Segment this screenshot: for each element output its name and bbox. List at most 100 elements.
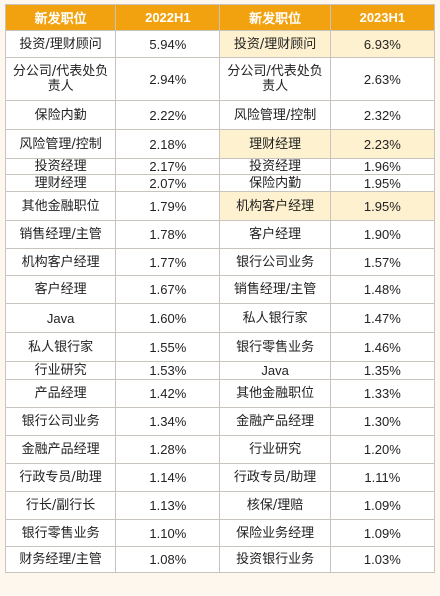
table-row: 分公司/代表处负责人 2.94% 分公司/代表处负责人 2.63% (6, 58, 435, 101)
position-2022-cell: 销售经理/主管 (6, 221, 117, 249)
value-2023-cell: 1.90% (330, 221, 435, 249)
position-2022-cell: 银行零售业务 (6, 520, 117, 547)
value-2023-cell: 1.35% (330, 362, 435, 380)
position-2023-cell: 其他金融职位 (220, 380, 331, 408)
position-2023-cell: 销售经理/主管 (220, 276, 331, 304)
position-2023-cell: 银行零售业务 (220, 333, 331, 362)
value-2022-cell: 1.67% (116, 276, 221, 304)
value-2023-cell: 2.23% (330, 130, 435, 159)
value-2023-cell: 1.30% (330, 408, 435, 436)
position-2022-cell: 私人银行家 (6, 333, 117, 362)
table-row: 风险管理/控制 2.18% 理财经理 2.23% (6, 130, 435, 159)
table-row: 财务经理/主管 1.08% 投资银行业务 1.03% (6, 547, 435, 573)
table-row: 行业研究 1.53% Java 1.35% (6, 362, 435, 380)
table-row: 销售经理/主管 1.78% 客户经理 1.90% (6, 221, 435, 249)
position-2022-cell: 行政专员/助理 (6, 464, 117, 492)
position-2022-cell: 分公司/代表处负责人 (6, 58, 117, 101)
table-row: 银行公司业务 1.34% 金融产品经理 1.30% (6, 408, 435, 436)
position-2023-cell: 投资银行业务 (220, 547, 331, 573)
position-2022-cell: 行业研究 (6, 362, 117, 380)
table-row: 投资/理财顾问 5.94% 投资/理财顾问 6.93% (6, 31, 435, 58)
table-row: 行政专员/助理 1.14% 行政专员/助理 1.11% (6, 464, 435, 492)
position-2023-cell: 私人银行家 (220, 304, 331, 333)
value-2023-cell: 1.47% (330, 304, 435, 333)
value-2022-cell: 1.10% (116, 520, 221, 547)
position-2023-cell: 保险内勤 (220, 175, 331, 192)
position-2022-cell: 产品经理 (6, 380, 117, 408)
position-2022-cell: 银行公司业务 (6, 408, 117, 436)
value-2023-cell: 1.95% (330, 175, 435, 192)
value-2022-cell: 2.18% (116, 130, 221, 159)
value-2023-cell: 1.11% (330, 464, 435, 492)
position-2023-cell: 行政专员/助理 (220, 464, 331, 492)
table-row: 投资经理 2.17% 投资经理 1.96% (6, 159, 435, 175)
header-2023h1: 2023H1 (330, 5, 435, 31)
position-2023-cell: 核保/理赔 (220, 492, 331, 520)
position-2023-cell: 金融产品经理 (220, 408, 331, 436)
value-2022-cell: 1.78% (116, 221, 221, 249)
value-2022-cell: 1.13% (116, 492, 221, 520)
table-body: 投资/理财顾问 5.94% 投资/理财顾问 6.93% 分公司/代表处负责人 2.94% 分… (6, 31, 435, 573)
value-2023-cell: 2.32% (330, 101, 435, 130)
position-comparison-table: 新发职位 2022H1 新发职位 2023H1 投资/理财顾问 5.94% 投资/理… (5, 4, 435, 573)
value-2023-cell: 6.93% (330, 31, 435, 58)
value-2022-cell: 1.60% (116, 304, 221, 333)
position-2023-cell: 保险业务经理 (220, 520, 331, 547)
position-2022-cell: 金融产品经理 (6, 436, 117, 464)
value-2023-cell: 1.20% (330, 436, 435, 464)
value-2022-cell: 1.14% (116, 464, 221, 492)
table-header-row: 新发职位 2022H1 新发职位 2023H1 (6, 5, 435, 31)
position-2023-cell: Java (220, 362, 331, 380)
value-2023-cell: 1.03% (330, 547, 435, 573)
position-2023-cell: 理财经理 (220, 130, 331, 159)
position-2022-cell: 其他金融职位 (6, 192, 117, 221)
position-2022-cell: 理财经理 (6, 175, 117, 192)
table-row: 机构客户经理 1.77% 银行公司业务 1.57% (6, 249, 435, 276)
value-2023-cell: 1.33% (330, 380, 435, 408)
header-position-2023: 新发职位 (220, 5, 331, 31)
table-row: 客户经理 1.67% 销售经理/主管 1.48% (6, 276, 435, 304)
position-2022-cell: 机构客户经理 (6, 249, 117, 276)
value-2022-cell: 5.94% (116, 31, 221, 58)
value-2022-cell: 2.17% (116, 159, 221, 175)
value-2022-cell: 2.07% (116, 175, 221, 192)
table-row: 银行零售业务 1.10% 保险业务经理 1.09% (6, 520, 435, 547)
value-2023-cell: 1.95% (330, 192, 435, 221)
value-2022-cell: 1.53% (116, 362, 221, 380)
table-row: Java 1.60% 私人银行家 1.47% (6, 304, 435, 333)
value-2022-cell: 1.08% (116, 547, 221, 573)
position-2022-cell: 行长/副行长 (6, 492, 117, 520)
value-2023-cell: 1.57% (330, 249, 435, 276)
value-2023-cell: 1.46% (330, 333, 435, 362)
position-2022-cell: 投资/理财顾问 (6, 31, 117, 58)
position-2023-cell: 投资经理 (220, 159, 331, 175)
value-2022-cell: 1.55% (116, 333, 221, 362)
value-2023-cell: 1.09% (330, 520, 435, 547)
position-2022-cell: 风险管理/控制 (6, 130, 117, 159)
table-row: 产品经理 1.42% 其他金融职位 1.33% (6, 380, 435, 408)
position-2023-cell: 风险管理/控制 (220, 101, 331, 130)
header-2022h1: 2022H1 (116, 5, 221, 31)
position-2022-cell: 客户经理 (6, 276, 117, 304)
position-2023-cell: 行业研究 (220, 436, 331, 464)
table-row: 私人银行家 1.55% 银行零售业务 1.46% (6, 333, 435, 362)
value-2023-cell: 2.63% (330, 58, 435, 101)
table-row: 其他金融职位 1.79% 机构客户经理 1.95% (6, 192, 435, 221)
value-2022-cell: 1.28% (116, 436, 221, 464)
value-2023-cell: 1.09% (330, 492, 435, 520)
position-2022-cell: 保险内勤 (6, 101, 117, 130)
table-row: 保险内勤 2.22% 风险管理/控制 2.32% (6, 101, 435, 130)
value-2023-cell: 1.96% (330, 159, 435, 175)
value-2022-cell: 2.22% (116, 101, 221, 130)
value-2023-cell: 1.48% (330, 276, 435, 304)
value-2022-cell: 1.77% (116, 249, 221, 276)
position-2023-cell: 投资/理财顾问 (220, 31, 331, 58)
header-position-2022: 新发职位 (6, 5, 117, 31)
position-2023-cell: 银行公司业务 (220, 249, 331, 276)
value-2022-cell: 1.79% (116, 192, 221, 221)
position-2023-cell: 机构客户经理 (220, 192, 331, 221)
value-2022-cell: 1.42% (116, 380, 221, 408)
position-2022-cell: Java (6, 304, 117, 333)
position-2022-cell: 投资经理 (6, 159, 117, 175)
